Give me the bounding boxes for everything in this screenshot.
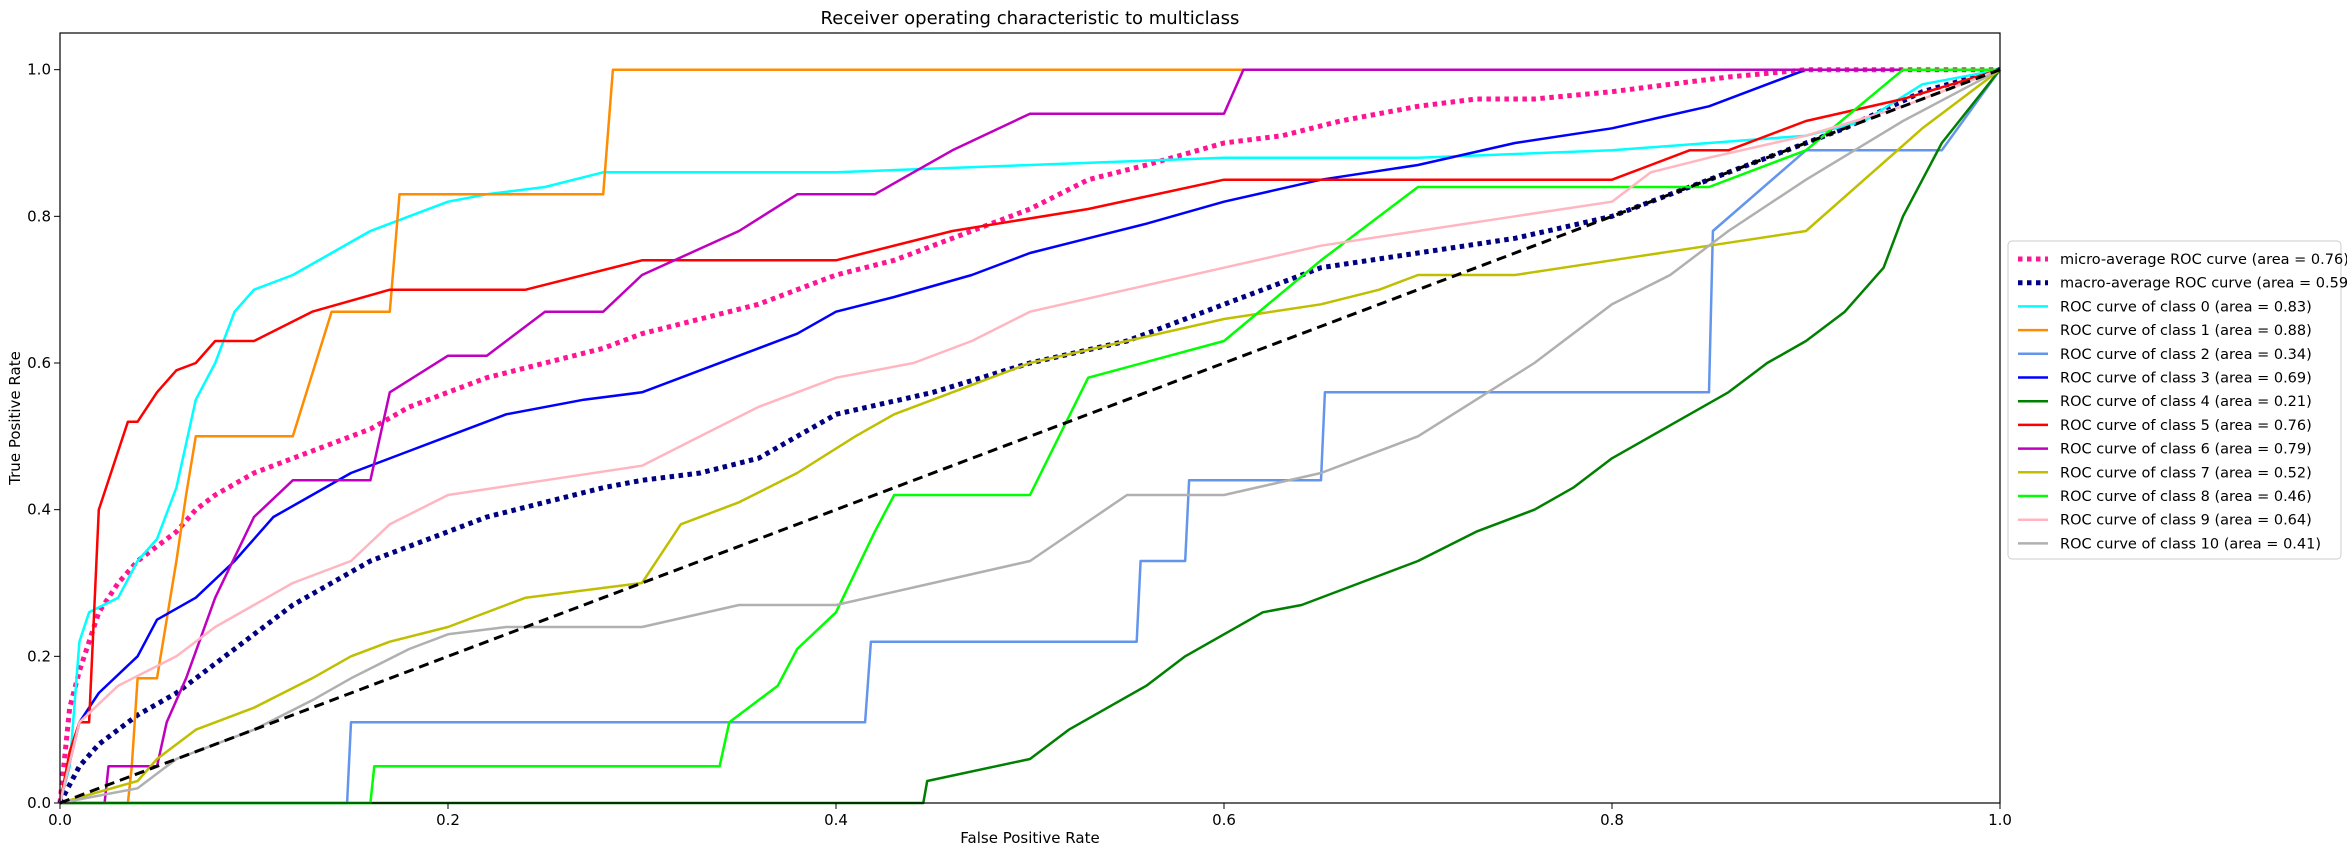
y-tick-label-1: 0.2 [27, 647, 51, 665]
plot-frame [59, 32, 2001, 804]
x-tick-label-5: 1.0 [1988, 811, 2012, 829]
y-tick-label-3: 0.6 [27, 354, 51, 372]
x-tick-label-3: 0.6 [1212, 811, 1236, 829]
series-line-11 [58, 68, 2001, 804]
y-tick-label-0: 0.0 [27, 794, 51, 812]
x-tick-label-0: 0.0 [48, 811, 72, 829]
chart-title: Receiver operating characteristic to mul… [821, 8, 1240, 29]
y-tick-label-2: 0.4 [27, 501, 51, 519]
y-axis-label: True Positive Rate [6, 351, 24, 486]
x-tick-label-4: 0.8 [1600, 811, 1624, 829]
legend-entry-7: ROC curve of class 5 (area = 0.76) [2060, 418, 2312, 434]
legend-entry-1: macro-average ROC curve (area = 0.59) [2060, 276, 2347, 292]
legend-entry-8: ROC curve of class 6 (area = 0.79) [2060, 442, 2312, 458]
legend-entry-6: ROC curve of class 4 (area = 0.21) [2060, 394, 2312, 410]
legend-entry-5: ROC curve of class 3 (area = 0.69) [2060, 371, 2312, 387]
legend-entry-3: ROC curve of class 1 (area = 0.88) [2060, 323, 2312, 339]
y-tick-label-4: 0.8 [27, 207, 51, 225]
legend-entry-12: ROC curve of class 10 (area = 0.41) [2060, 536, 2321, 552]
series-line-8 [60, 68, 2000, 805]
legend-entry-2: ROC curve of class 0 (area = 0.83) [2060, 299, 2312, 315]
series-line-2 [58, 68, 2001, 804]
reference-diagonal-line [59, 68, 2001, 805]
plot-area [60, 33, 2000, 803]
series-line-0 [57, 67, 2000, 804]
legend-entry-4: ROC curve of class 2 (area = 0.34) [2060, 347, 2312, 363]
x-tick-label-2: 0.4 [824, 811, 848, 829]
y-axis-ticks: 0.0 0.2 0.4 0.6 0.8 1.0 [27, 61, 60, 812]
series-line-12 [59, 68, 2001, 805]
legend-entry-11: ROC curve of class 9 (area = 0.64) [2060, 513, 2312, 529]
legend: micro-average ROC curve (area = 0.76) mac… [2007, 240, 2347, 560]
legend-entry-9: ROC curve of class 7 (area = 0.52) [2060, 465, 2312, 481]
x-axis-ticks: 0.0 0.2 0.4 0.6 0.8 1.0 [48, 803, 2012, 829]
legend-entry-10: ROC curve of class 8 (area = 0.46) [2060, 489, 2312, 505]
series-line-9 [59, 68, 2001, 805]
x-axis-label: False Positive Rate [960, 829, 1099, 847]
legend-entry-0: micro-average ROC curve (area = 0.76) [2060, 252, 2347, 268]
series-line-7 [58, 68, 2001, 804]
reference-line-layer [59, 68, 2001, 805]
series-line-1 [57, 67, 2001, 805]
series-line-6 [60, 68, 2001, 805]
series-line-5 [58, 68, 2000, 804]
legend-frame [2007, 240, 2342, 560]
y-tick-label-5: 1.0 [27, 61, 51, 79]
series-line-3 [60, 68, 2000, 805]
x-tick-label-1: 0.2 [436, 811, 460, 829]
